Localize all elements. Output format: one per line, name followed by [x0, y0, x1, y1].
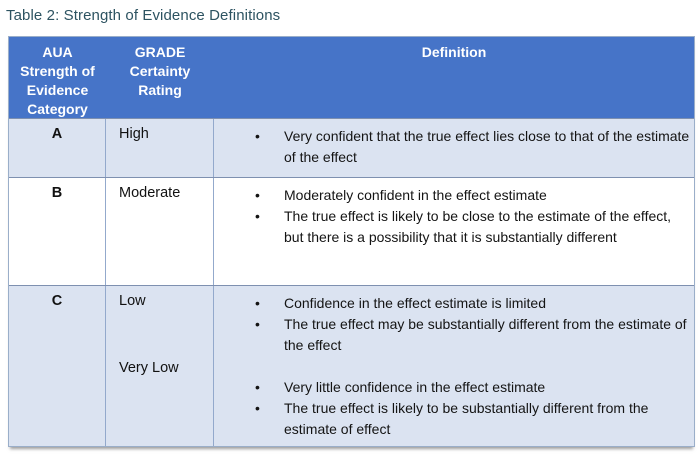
bullet-text: The true effect is likely to be close to…: [284, 208, 672, 245]
bullet-icon: •: [255, 316, 260, 332]
header-line: Definition: [421, 44, 487, 60]
bullet-item: • Very confident that the true effect li…: [246, 126, 692, 168]
definition-cell: • Very confident that the true effect li…: [214, 119, 694, 177]
table-caption: Table 2: Strength of Evidence Definition…: [6, 7, 281, 24]
bullet-list: • Very little confidence in the effect e…: [246, 377, 692, 440]
rating-label: Moderate: [119, 185, 181, 201]
bullet-text: Moderately confident in the effect estim…: [284, 187, 547, 203]
rating-label: Very Low: [119, 360, 179, 376]
header-line: GRADE: [134, 44, 186, 60]
bullet-icon: •: [255, 379, 260, 395]
bullet-icon: •: [255, 400, 260, 416]
bullet-item: • Confidence in the effect estimate is l…: [246, 293, 692, 314]
bullet-item: • The true effect is likely to be close …: [246, 206, 692, 248]
table-row-a: A High • Very confident that the true ef…: [9, 119, 694, 177]
rating-label: High: [119, 126, 149, 142]
bullet-icon: •: [255, 208, 260, 224]
table-row-b: B Moderate • Moderately confident in the…: [9, 177, 694, 285]
rating-cell: Low Very Low: [106, 286, 214, 446]
bullet-icon: •: [255, 295, 260, 311]
header-line: Evidence: [26, 82, 89, 98]
bullet-icon: •: [255, 187, 260, 203]
bullet-text: Very little confidence in the effect est…: [284, 379, 546, 395]
bullet-list: • Very confident that the true effect li…: [246, 126, 692, 168]
bullet-item: • Very little confidence in the effect e…: [246, 377, 692, 398]
header-line: Certainty: [129, 63, 191, 79]
header-line: Rating: [138, 82, 182, 98]
category-cell: C: [9, 286, 106, 446]
category-cell: B: [9, 178, 106, 285]
table-header-row: AUA Strength of Evidence Category GRADE …: [9, 37, 694, 119]
category-cell: A: [9, 119, 106, 177]
bullet-item: • The true effect is likely to be substa…: [246, 398, 692, 440]
rating-cell: Moderate: [106, 178, 214, 285]
definition-cell: • Moderately confident in the effect est…: [214, 178, 694, 285]
header-cell-grade-rating: GRADE Certainty Rating: [106, 37, 214, 119]
bullet-item: • The true effect may be substantially d…: [246, 314, 692, 356]
header-cell-definition: Definition: [214, 37, 694, 119]
bullet-text: The true effect may be substantially dif…: [284, 316, 687, 353]
bullet-item: • Moderately confident in the effect est…: [246, 185, 692, 206]
bullet-list: • Moderately confident in the effect est…: [246, 185, 692, 248]
strength-of-evidence-table: AUA Strength of Evidence Category GRADE …: [8, 36, 695, 447]
header-line: Strength of: [20, 63, 95, 79]
bullet-text: Confidence in the effect estimate is lim…: [284, 295, 546, 311]
header-line: Category: [27, 101, 88, 117]
header-line: AUA: [42, 44, 73, 60]
bullet-text: Very confident that the true effect lies…: [284, 128, 690, 165]
bullet-text: The true effect is likely to be substant…: [284, 400, 649, 437]
definition-cell: • Confidence in the effect estimate is l…: [214, 286, 694, 446]
bullet-icon: •: [255, 128, 260, 144]
table-row-c: C Low Very Low • Confidence in the effec…: [9, 285, 694, 446]
header-cell-aua-category: AUA Strength of Evidence Category: [9, 37, 106, 119]
rating-label: Low: [119, 293, 146, 309]
rating-cell: High: [106, 119, 214, 177]
bullet-list: • Confidence in the effect estimate is l…: [246, 293, 692, 356]
